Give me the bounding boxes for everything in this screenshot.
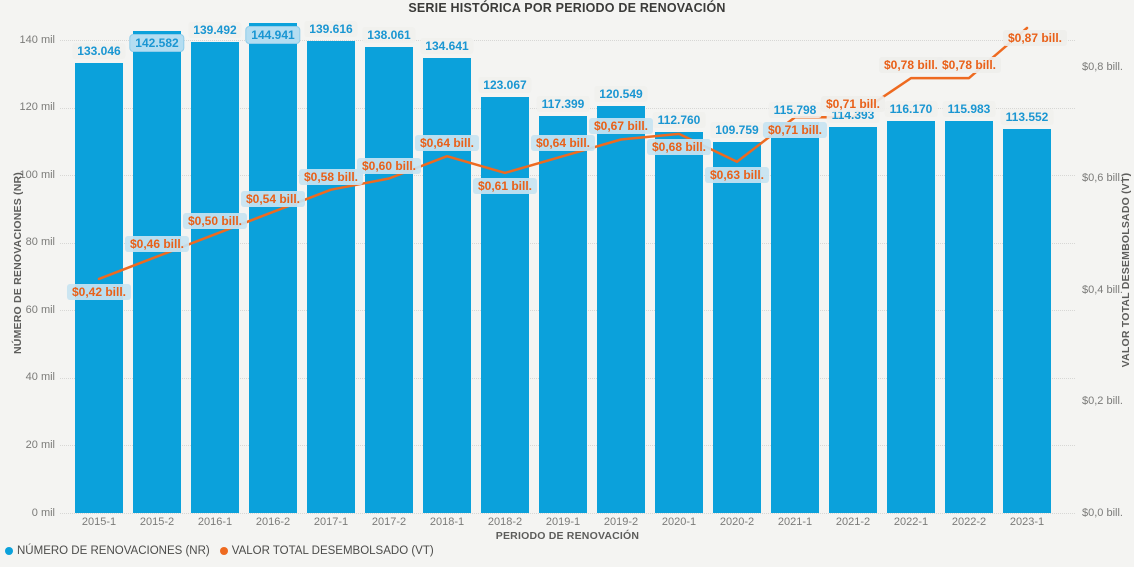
- y-axis-left-tick-label: 20 mil: [25, 438, 55, 451]
- left-axis-title: NÚMERO DE RENOVACIONES (NR): [12, 172, 24, 354]
- y-axis-right-tick-label: $0,8 bill.: [1082, 60, 1123, 73]
- x-axis-tick-label: 2022-1: [893, 516, 929, 528]
- bar-value-label: 117.399: [536, 96, 590, 113]
- bar[interactable]: [887, 120, 935, 513]
- bar[interactable]: [249, 23, 297, 513]
- bar-value-label: 120.549: [594, 85, 648, 102]
- y-axis-right-tick-label: $0,2 bill.: [1082, 395, 1123, 407]
- line-value-label: $0,71 bill.: [820, 96, 886, 113]
- x-axis-tick-label: 2019-2: [603, 516, 639, 528]
- line-value-label: $0,67 bill.: [588, 118, 654, 135]
- line-value-label: $0,63 bill.: [704, 166, 770, 183]
- line-value-label: $0,42 bill.: [66, 283, 132, 300]
- y-axis-right-tick-label: $0,4 bill.: [1082, 283, 1123, 296]
- line-value-label: $0,50 bill.: [182, 213, 248, 230]
- legend-item-valor-total[interactable]: VALOR TOTAL DESEMBOLSADO (VT): [219, 545, 434, 557]
- line-value-label: $0,78 bill.: [936, 57, 1002, 74]
- line-value-label: $0,60 bill.: [356, 157, 422, 174]
- right-axis-title: VALOR TOTAL DESEMBOLSADO (VT): [1120, 172, 1132, 368]
- bar[interactable]: [423, 58, 471, 513]
- bar[interactable]: [655, 132, 703, 513]
- legend-dot-nr-icon: [5, 547, 13, 555]
- x-axis-tick-label: 2018-2: [487, 516, 523, 528]
- line-value-label: $0,58 bill.: [298, 168, 364, 185]
- line-value-label: $0,78 bill.: [878, 57, 944, 74]
- bar-value-label: 123.067: [478, 77, 532, 94]
- bar[interactable]: [133, 31, 181, 513]
- bar[interactable]: [713, 142, 761, 513]
- legend: NÚMERO DE RENOVACIONES (NR) VALOR TOTAL …: [5, 545, 434, 557]
- x-axis-tick-label: 2020-1: [661, 516, 697, 528]
- line-value-label: $0,71 bill.: [762, 122, 828, 139]
- y-axis-left-tick-label: 60 mil: [25, 303, 55, 316]
- bar-value-label: 138.061: [362, 26, 416, 43]
- bar-value-label: 115.983: [942, 101, 996, 118]
- bar-value-label: 142.582: [129, 34, 185, 53]
- x-axis-tick-label: 2021-2: [835, 516, 871, 528]
- line-value-label: $0,64 bill.: [530, 135, 596, 152]
- x-axis-tick-label: 2021-1: [777, 516, 813, 528]
- bar-value-label: 134.641: [420, 38, 474, 55]
- bar[interactable]: [481, 97, 529, 513]
- bar[interactable]: [829, 126, 877, 513]
- y-axis-left-tick-label: 100 mil: [19, 168, 55, 181]
- legend-dot-vt-icon: [219, 547, 228, 555]
- x-axis-tick-label: 2023-1: [1009, 516, 1045, 528]
- x-axis-tick-label: 2016-2: [255, 516, 291, 528]
- bar[interactable]: [191, 41, 239, 513]
- bar-value-label: 112.760: [652, 112, 706, 129]
- x-axis-tick-label: 2015-1: [81, 516, 117, 528]
- x-axis-tick-label: 2017-1: [313, 516, 349, 528]
- x-axis-tick-label: 2020-2: [719, 516, 755, 528]
- bar-value-label: 116.170: [884, 100, 938, 117]
- legend-label-nr: NÚMERO DE RENOVACIONES (NR): [17, 545, 210, 557]
- x-axis-tick-label: 2019-1: [545, 516, 581, 528]
- y-axis-left-tick-label: 40 mil: [25, 371, 55, 384]
- x-axis-tick-label: 2017-2: [371, 516, 407, 528]
- bar[interactable]: [1003, 129, 1051, 513]
- x-axis-tick-label: 2015-2: [139, 516, 175, 528]
- y-axis-left-tick-label: 80 mil: [25, 236, 55, 249]
- bar-value-label: 144.941: [245, 26, 301, 45]
- y-axis-left-tick-label: 140 mil: [19, 33, 55, 46]
- line-value-label: $0,54 bill.: [240, 190, 306, 207]
- legend-label-vt: VALOR TOTAL DESEMBOLSADO (VT): [231, 545, 434, 557]
- line-value-label: $0,87 bill.: [1002, 29, 1068, 46]
- bar[interactable]: [365, 46, 413, 513]
- bar-value-label: 115.798: [768, 101, 822, 118]
- bar[interactable]: [307, 41, 355, 513]
- x-axis-title: PERIODO DE RENOVACIÓN: [495, 530, 640, 542]
- x-axis-tick-label: 2018-1: [429, 516, 465, 528]
- bar-value-label: 109.759: [710, 122, 764, 139]
- bar[interactable]: [771, 121, 819, 513]
- y-axis-right-tick-label: $0,0 bill.: [1082, 506, 1123, 519]
- line-value-label: $0,61 bill.: [472, 177, 538, 194]
- y-axis-left-tick-label: 0 mil: [31, 506, 55, 519]
- line-value-label: $0,64 bill.: [414, 135, 480, 152]
- bar[interactable]: [597, 105, 645, 513]
- bar[interactable]: [945, 121, 993, 513]
- y-axis-left-tick-label: 120 mil: [19, 101, 55, 114]
- x-axis-tick-label: 2016-1: [197, 516, 233, 528]
- bar-value-label: 139.616: [304, 21, 358, 38]
- bar-value-label: 113.552: [1000, 109, 1054, 126]
- bar-value-label: 133.046: [72, 43, 126, 60]
- bar[interactable]: [539, 116, 587, 513]
- line-value-label: $0,46 bill.: [124, 235, 190, 252]
- x-axis-tick-label: 2022-2: [951, 516, 987, 528]
- legend-item-renovaciones[interactable]: NÚMERO DE RENOVACIONES (NR): [5, 545, 210, 557]
- bar-value-label: 139.492: [188, 21, 242, 38]
- y-axis-right-tick-label: $0,6 bill.: [1082, 172, 1123, 184]
- line-value-label: $0,68 bill.: [646, 138, 712, 155]
- chart-title: SERIE HISTÓRICA POR PERIODO DE RENOVACIÓ…: [408, 1, 726, 15]
- gridline: [60, 513, 1075, 514]
